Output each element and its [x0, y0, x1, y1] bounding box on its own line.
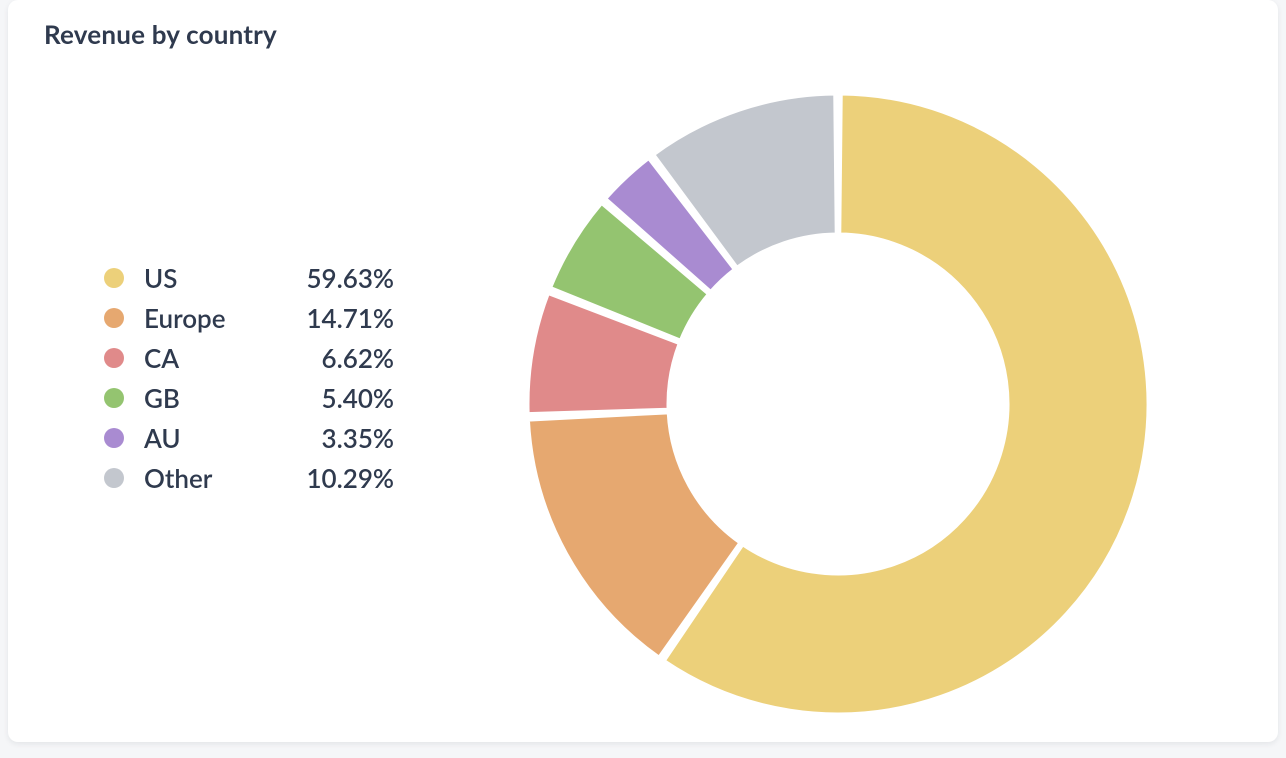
legend-value: 10.29%: [274, 462, 394, 494]
legend-item: Other 10.29%: [104, 458, 394, 498]
legend-swatch: [104, 428, 124, 448]
legend-swatch: [104, 308, 124, 328]
card-content: US 59.63% Europe 14.71% CA 6.62% GB 5.40…: [8, 60, 1278, 742]
legend-swatch: [104, 268, 124, 288]
legend-value: 3.35%: [274, 422, 394, 454]
legend-value: 14.71%: [274, 302, 394, 334]
legend-value: 6.62%: [274, 342, 394, 374]
donut-chart: [508, 74, 1168, 734]
legend-label: Other: [144, 462, 274, 494]
revenue-card: Revenue by country US 59.63% Europe 14.7…: [8, 0, 1278, 742]
legend-item: US 59.63%: [104, 258, 394, 298]
legend-label: US: [144, 262, 274, 294]
legend-value: 59.63%: [274, 262, 394, 294]
legend-label: Europe: [144, 302, 274, 334]
legend-label: GB: [144, 382, 274, 414]
legend: US 59.63% Europe 14.71% CA 6.62% GB 5.40…: [104, 258, 394, 498]
card-title: Revenue by country: [44, 18, 277, 50]
legend-item: AU 3.35%: [104, 418, 394, 458]
legend-value: 5.40%: [274, 382, 394, 414]
legend-swatch: [104, 348, 124, 368]
legend-swatch: [104, 468, 124, 488]
legend-item: GB 5.40%: [104, 378, 394, 418]
legend-item: Europe 14.71%: [104, 298, 394, 338]
legend-label: AU: [144, 422, 274, 454]
donut-svg: [508, 74, 1168, 734]
legend-item: CA 6.62%: [104, 338, 394, 378]
legend-swatch: [104, 388, 124, 408]
legend-label: CA: [144, 342, 274, 374]
